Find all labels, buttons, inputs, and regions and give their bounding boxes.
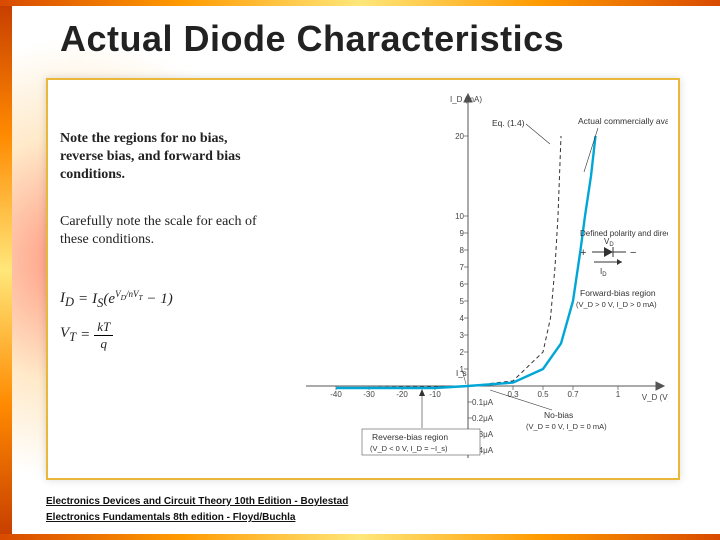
eq1-lhs: ID bbox=[60, 290, 74, 310]
references: Electronics Devices and Circuit Theory 1… bbox=[46, 494, 348, 526]
svg-text:7: 7 bbox=[460, 263, 465, 272]
svg-text:-30: -30 bbox=[363, 390, 375, 399]
svg-text:-40: -40 bbox=[330, 390, 342, 399]
svg-text:(V_D < 0 V, I_D = −I_s): (V_D < 0 V, I_D = −I_s) bbox=[370, 444, 448, 453]
page-title: Actual Diode Characteristics bbox=[60, 18, 564, 60]
slide-border-bottom bbox=[0, 534, 720, 540]
svg-text:Reverse-bias region: Reverse-bias region bbox=[372, 432, 448, 442]
eq1-rhs: IS(eVD/nVT − 1) bbox=[92, 289, 173, 311]
equation-vt: VT = kT q bbox=[60, 319, 260, 352]
x-pos-ticks: 0.30.50.71 V_D (V) bbox=[507, 386, 668, 402]
note-regions: Note the regions for no bias, reverse bi… bbox=[60, 130, 260, 185]
svg-text:9: 9 bbox=[460, 229, 465, 238]
svg-text:0.5: 0.5 bbox=[537, 390, 549, 399]
svg-text:Forward-bias region: Forward-bias region bbox=[580, 288, 656, 298]
svg-text:4: 4 bbox=[460, 314, 465, 323]
diode-iv-graph: 1234567891020 I_D (mA) 0.30.50.71 V_D (V… bbox=[278, 86, 668, 474]
svg-text:0.7: 0.7 bbox=[567, 390, 579, 399]
svg-text:5: 5 bbox=[460, 297, 465, 306]
notes-column: Note the regions for no bias, reverse bi… bbox=[60, 130, 260, 352]
reference-2: Electronics Fundamentals 8th edition - F… bbox=[46, 510, 348, 526]
note-scale: Carefully note the scale for each of the… bbox=[60, 213, 260, 249]
svg-text:I_D (mA): I_D (mA) bbox=[450, 95, 482, 104]
svg-text:Eq. (1.4): Eq. (1.4) bbox=[492, 118, 525, 128]
svg-text:3: 3 bbox=[460, 331, 465, 340]
svg-text:V_D (V): V_D (V) bbox=[642, 393, 668, 402]
svg-text:I_s: I_s bbox=[456, 369, 467, 378]
svg-text:-20: -20 bbox=[396, 390, 408, 399]
svg-text:10: 10 bbox=[455, 212, 464, 221]
svg-text:ID: ID bbox=[600, 267, 607, 278]
svg-text:(V_D = 0 V, I_D = 0 mA): (V_D = 0 V, I_D = 0 mA) bbox=[526, 422, 607, 431]
svg-text:0.1μA: 0.1μA bbox=[472, 398, 494, 407]
svg-text:No-bias: No-bias bbox=[544, 410, 573, 420]
annotations: Eq. (1.4) Actual commercially available … bbox=[362, 116, 668, 455]
svg-text:+: + bbox=[580, 247, 586, 259]
slide-border-left bbox=[0, 0, 12, 540]
y-pos-ticks: 1234567891020 I_D (mA) bbox=[450, 95, 482, 374]
svg-text:0.2μA: 0.2μA bbox=[472, 414, 494, 423]
svg-text:8: 8 bbox=[460, 246, 465, 255]
reference-1: Electronics Devices and Circuit Theory 1… bbox=[46, 494, 348, 510]
equations-block: ID = IS(eVD/nVT − 1) VT = kT q bbox=[60, 289, 260, 352]
svg-text:Actual commercially available: Actual commercially available unit bbox=[578, 116, 668, 126]
slide-border-top bbox=[0, 0, 720, 6]
svg-text:−: − bbox=[630, 247, 636, 259]
actual-curve bbox=[336, 136, 596, 388]
svg-text:2: 2 bbox=[460, 348, 465, 357]
svg-text:Defined polarity and direction: Defined polarity and direction for graph bbox=[580, 229, 668, 238]
ideal-curve bbox=[336, 136, 561, 388]
svg-text:(V_D > 0 V, I_D > 0 mA): (V_D > 0 V, I_D > 0 mA) bbox=[576, 300, 657, 309]
svg-text:-10: -10 bbox=[429, 390, 441, 399]
equation-id: ID = IS(eVD/nVT − 1) bbox=[60, 289, 260, 311]
svg-text:1: 1 bbox=[616, 390, 621, 399]
svg-text:20: 20 bbox=[455, 132, 464, 141]
content-panel: Note the regions for no bias, reverse bi… bbox=[46, 78, 680, 480]
diode-symbol: + − VD ID bbox=[580, 237, 636, 278]
svg-text:6: 6 bbox=[460, 280, 465, 289]
svg-text:VD: VD bbox=[604, 237, 614, 248]
